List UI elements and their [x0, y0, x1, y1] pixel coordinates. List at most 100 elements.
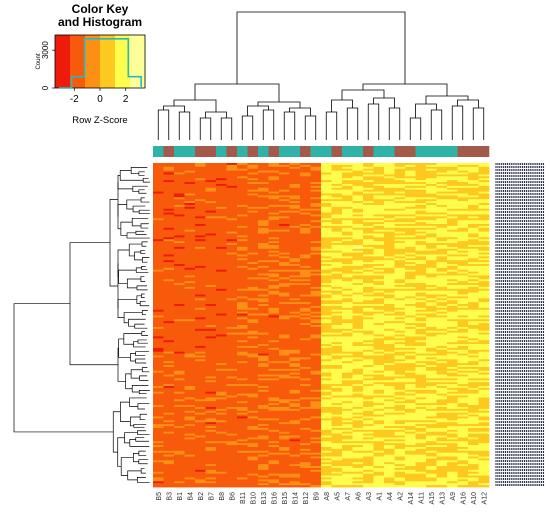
heatmap-cell: [268, 401, 280, 404]
heatmap-cell: [195, 347, 206, 351]
color-key-y-tick-label: 0: [41, 85, 50, 90]
heatmap-cell: [342, 178, 353, 181]
heatmap-cell: [247, 399, 259, 402]
heatmap-cell: [342, 372, 353, 375]
heatmap-cell: [289, 359, 301, 362]
heatmap-cell: [384, 220, 395, 223]
heatmap-cell: [247, 185, 259, 189]
heatmap-cell: [258, 349, 269, 353]
heatmap-cell: [405, 473, 416, 476]
heatmap-cell: [174, 208, 185, 212]
heatmap-cell: [184, 225, 196, 229]
heatmap-cell: [321, 206, 332, 210]
heatmap-cell: [394, 469, 406, 473]
heatmap-cell: [405, 466, 416, 469]
heatmap-cell: [258, 223, 269, 227]
heatmap-cell: [289, 405, 301, 408]
heatmap-cell: [247, 393, 259, 396]
heatmap-cell: [352, 418, 364, 421]
heatmap-cell: [384, 345, 395, 349]
heatmap-cell: [279, 481, 290, 484]
heatmap-cell: [436, 454, 448, 457]
heatmap-cell: [163, 204, 175, 208]
heatmap-cell: [352, 347, 364, 351]
heatmap-cell: [247, 355, 259, 358]
heatmap-cell: [205, 208, 217, 212]
heatmap-cell: [163, 305, 175, 309]
heatmap-cell: [174, 298, 185, 301]
heatmap-cell: [184, 376, 196, 379]
heatmap-cell: [342, 203, 353, 206]
heatmap-cell: [205, 225, 217, 229]
dendrogram-branch: [141, 241, 148, 247]
heatmap-cell: [195, 300, 206, 303]
heatmap-cell: [436, 452, 448, 455]
heatmap-cell: [226, 286, 238, 290]
heatmap-cell: [426, 481, 437, 484]
heatmap-cell: [195, 174, 206, 177]
heatmap-cell: [384, 382, 395, 385]
colorbar-cell: [205, 146, 217, 157]
heatmap-cell: [352, 229, 364, 233]
heatmap-cell: [300, 260, 311, 263]
heatmap-cell: [279, 357, 290, 360]
heatmap-cell: [300, 374, 311, 377]
heatmap-cell: [331, 338, 343, 341]
heatmap-cell: [226, 279, 238, 282]
heatmap-cell: [436, 244, 448, 248]
heatmap-cell: [279, 376, 290, 379]
colorbar-cell: [247, 146, 259, 157]
heatmap-cell: [237, 292, 248, 295]
heatmap-cell: [153, 281, 164, 284]
heatmap-cell: [426, 311, 437, 314]
heatmap-cell: [174, 368, 185, 372]
heatmap-cell: [447, 298, 458, 301]
heatmap-cell: [331, 218, 343, 221]
heatmap-cell: [310, 216, 322, 219]
heatmap-cell: [331, 464, 343, 467]
heatmap-cell: [279, 433, 290, 436]
heatmap-cell: [405, 172, 416, 175]
heatmap-cell: [268, 410, 280, 414]
heatmap-cell: [247, 372, 259, 375]
heatmap-cell: [279, 199, 290, 202]
heatmap-cell: [331, 216, 343, 219]
dendrogram-branch: [128, 243, 142, 257]
heatmap-cell: [195, 206, 206, 210]
heatmap-cell: [237, 446, 248, 450]
heatmap-cell: [394, 189, 406, 192]
heatmap-cell: [195, 485, 206, 488]
heatmap-cell: [216, 176, 227, 179]
heatmap-cell: [384, 485, 395, 488]
heatmap-cell: [331, 189, 343, 192]
heatmap-cell: [247, 294, 259, 297]
heatmap-cell: [237, 349, 248, 353]
heatmap-cell: [279, 212, 290, 215]
dendrogram-branch: [451, 105, 464, 140]
heatmap-cell: [384, 294, 395, 297]
heatmap-cell: [426, 235, 437, 238]
heatmap-cell: [373, 296, 385, 299]
heatmap-cell: [268, 214, 280, 217]
heatmap-cell: [205, 401, 217, 404]
heatmap-cell: [184, 464, 196, 467]
heatmap-cell: [279, 283, 290, 286]
heatmap-cell: [405, 336, 416, 339]
heatmap-cell: [405, 201, 416, 204]
heatmap-cell: [300, 361, 311, 364]
heatmap-cell: [279, 246, 290, 250]
heatmap-cell: [226, 450, 238, 454]
heatmap-cell: [415, 283, 427, 286]
heatmap-cell: [394, 448, 406, 452]
heatmap-cell: [216, 412, 227, 415]
heatmap-cell: [237, 182, 248, 185]
heatmap-cell: [268, 283, 280, 286]
colorbar-cell: [258, 146, 269, 157]
heatmap-cell: [216, 164, 227, 168]
heatmap-cell: [205, 288, 217, 292]
heatmap-cell: [216, 424, 227, 427]
heatmap-cell: [342, 464, 353, 467]
heatmap-cell: [174, 178, 185, 181]
heatmap-cell: [405, 296, 416, 299]
